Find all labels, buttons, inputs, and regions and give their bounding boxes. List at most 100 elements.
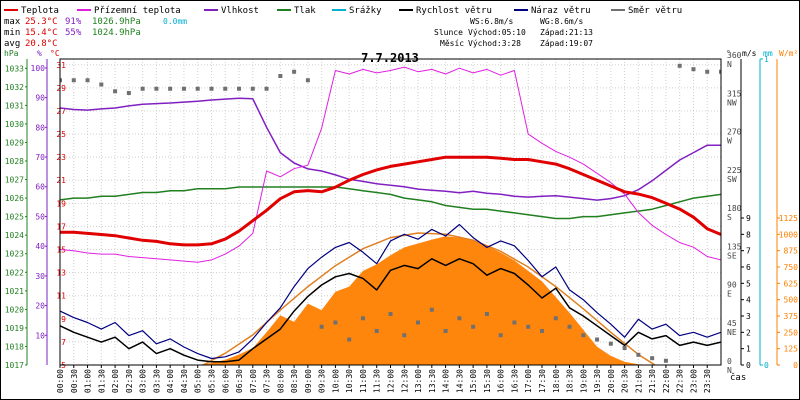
wind-dir-point (581, 333, 586, 338)
wind-dir-point (636, 352, 641, 357)
wind-dir-point (402, 333, 407, 338)
x-tick-label: 09:30 (318, 369, 327, 393)
x-tick-label: 08:00 (276, 369, 285, 393)
x-tick-label: 00:00 (56, 369, 65, 393)
humidity-tick-label: 60 (35, 183, 45, 192)
humidity-tick-label: 100 (31, 64, 46, 73)
temperature-tick-label: 27 (56, 107, 66, 116)
pressure-tick-label: 1031 (5, 101, 24, 110)
solar-radiation-area (60, 236, 721, 365)
wind-dir-compass-label: SE (727, 251, 737, 260)
x-tick-label: 02:00 (111, 369, 120, 393)
x-tick-label: 05:30 (207, 369, 216, 393)
wind-dir-compass-label: NW (727, 98, 737, 107)
radiation-tick-label: 250 (784, 328, 799, 337)
x-tick-label: 16:30 (510, 369, 519, 393)
pressure-tick-label: 1023 (5, 250, 24, 259)
radiation-tick-label: 625 (784, 279, 799, 288)
axis-header-ms: m/s (742, 49, 757, 58)
x-tick-label: 21:30 (648, 369, 657, 393)
wind-dir-point (292, 69, 297, 74)
temperature-tick-label: 25 (56, 130, 66, 139)
legend-label: Náraz větru (531, 6, 591, 16)
wind-dir-compass-label: NE (727, 328, 737, 337)
pressure-tick-label: 1025 (5, 213, 24, 222)
wind-dir-point (223, 86, 228, 91)
x-tick-label: 21:00 (634, 369, 643, 393)
wind-speed-tick-label: 6 (746, 263, 751, 272)
wind-dir-point (333, 320, 338, 325)
x-tick-label: 10:00 (331, 369, 340, 393)
chart-title: 7.7.2013 (361, 51, 419, 65)
wind-dir-point (168, 86, 173, 91)
temperature-tick-label: 17 (56, 222, 66, 231)
x-tick-label: 01:00 (84, 369, 93, 393)
sun-set: Západ:21:13 (540, 28, 593, 37)
legend-label: Vlhkost (221, 6, 259, 16)
stats-max-temp: 25.3°C (25, 17, 58, 27)
wind-speed-tick-label: 4 (746, 296, 751, 305)
wind-dir-point (650, 356, 655, 361)
x-tick-label: 19:00 (579, 369, 588, 393)
wind-speed-tick-label: 3 (746, 312, 751, 321)
wind-dir-point (539, 329, 544, 333)
stats-min-temp: 15.4°C (25, 28, 58, 38)
moon-set: Západ:19:07 (540, 39, 593, 48)
x-tick-label: 04:30 (180, 369, 189, 393)
pressure-tick-label: 1028 (5, 157, 24, 166)
legend-label: Teplota (21, 6, 59, 16)
wind-dir-point (677, 63, 682, 68)
wind-dir-point (347, 337, 352, 342)
wind-dir-point (526, 324, 531, 329)
wind-dir-tick-label: 180 (727, 204, 742, 213)
humidity-line (60, 97, 721, 201)
x-tick-label: 15:00 (469, 369, 478, 393)
stats-max-press: 1026.9hPa (92, 17, 141, 27)
stats-min-press: 1024.9hPa (92, 28, 141, 38)
wind-dir-point (237, 86, 242, 91)
wind-dir-point (416, 320, 421, 325)
legend-label: Rychlost větru (416, 6, 492, 16)
wind-dir-point (85, 78, 90, 83)
wind-dir-point (154, 86, 159, 91)
wind-dir-tick-label: 45 (727, 319, 737, 328)
legend-label: Směr větru (628, 6, 682, 16)
pressure-tick-label: 1026 (5, 194, 24, 203)
radiation-tick-label: 125 (784, 345, 799, 354)
x-tick-label: 16:00 (497, 369, 506, 393)
chart-header: Teplota Přízemní teplota Vlhkost Tlak Srážky… (4, 6, 682, 16)
wind-speed-tick-label: 5 (746, 279, 751, 288)
wind-dir-tick-label: 90 (727, 281, 737, 290)
humidity-tick-label: 30 (35, 272, 45, 281)
radiation-tick-label: 375 (784, 312, 799, 321)
wind-dir-point (360, 316, 365, 321)
x-tick-label: 07:30 (263, 369, 272, 393)
wind-dir-point (374, 329, 379, 333)
x-tick-label: 03:30 (152, 369, 161, 393)
wind-dir-point (264, 86, 269, 91)
wind-dir-point (498, 333, 503, 338)
humidity-tick-label: 20 (35, 302, 45, 311)
stats-avg-temp: 20.8°C (25, 39, 58, 49)
wind-dir-point (429, 307, 434, 312)
wind-dir-point (388, 312, 393, 316)
x-tick-label: 05:00 (194, 369, 203, 393)
temperature-tick-label: 19 (56, 199, 66, 208)
wind-speed-tick-label: 2 (746, 328, 751, 337)
radiation-tick-label: 750 (784, 263, 799, 272)
radiation-tick-label: 500 (784, 296, 799, 305)
wind-dir-point (209, 86, 214, 91)
humidity-tick-label: 90 (35, 94, 45, 103)
wind-dir-tick-label: 360 (727, 51, 742, 60)
wind-dir-point (595, 337, 600, 342)
wind-dir-tick-label: 0 (727, 357, 732, 366)
wind-dir-point (663, 358, 668, 363)
wind-speed-tick-label: 0 (746, 361, 751, 370)
wind-dir-point (553, 316, 558, 321)
x-tick-label: 08:30 (290, 369, 299, 393)
wind-dir-compass-label: E (727, 290, 732, 299)
wind-dir-point (319, 324, 324, 329)
wind-dir-compass-label: SW (727, 175, 737, 184)
